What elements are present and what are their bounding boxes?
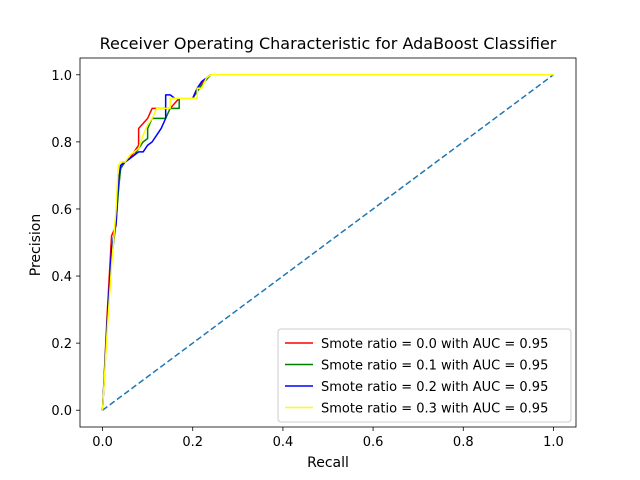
chart-title: Receiver Operating Characteristic for Ad…	[100, 34, 557, 53]
legend-label: Smote ratio = 0.2 with AUC = 0.95	[321, 380, 548, 395]
x-tick-label: 0.6	[363, 435, 384, 450]
series-line-3	[101, 74, 554, 411]
legend-label: Smote ratio = 0.0 with AUC = 0.95	[321, 337, 548, 352]
legend-label: Smote ratio = 0.1 with AUC = 0.95	[321, 359, 548, 374]
y-tick-label: 0.0	[51, 404, 72, 419]
y-axis-label: Precision	[28, 214, 44, 276]
x-tick-label: 1.0	[543, 435, 564, 450]
legend-box	[277, 328, 572, 423]
x-tick-label: 0.4	[273, 435, 294, 450]
y-tick-label: 0.4	[51, 270, 72, 285]
x-tick-label: 0.2	[182, 435, 203, 450]
axes-frame	[79, 57, 577, 428]
y-tick-label: 1.0	[51, 69, 72, 84]
plot-area: 0.0 0.2 0.4 0.6 0.8 1.0 0.0 0.2 0.4 0.6 0.8 1.0	[51, 57, 577, 450]
chance-diagonal-line	[102, 74, 554, 411]
y-tick-label: 0.8	[51, 136, 72, 151]
x-axis-label: Recall	[307, 455, 349, 471]
legend-label: Smote ratio = 0.3 with AUC = 0.95	[321, 402, 548, 417]
series-line-2	[101, 74, 554, 411]
x-tick-label: 0.8	[453, 435, 474, 450]
x-tick-label: 0.0	[92, 435, 113, 450]
legend: Smote ratio = 0.0 with AUC = 0.95 Smote r…	[277, 328, 572, 423]
y-tick-label: 0.6	[51, 203, 72, 218]
y-tick-label: 0.2	[51, 337, 72, 352]
